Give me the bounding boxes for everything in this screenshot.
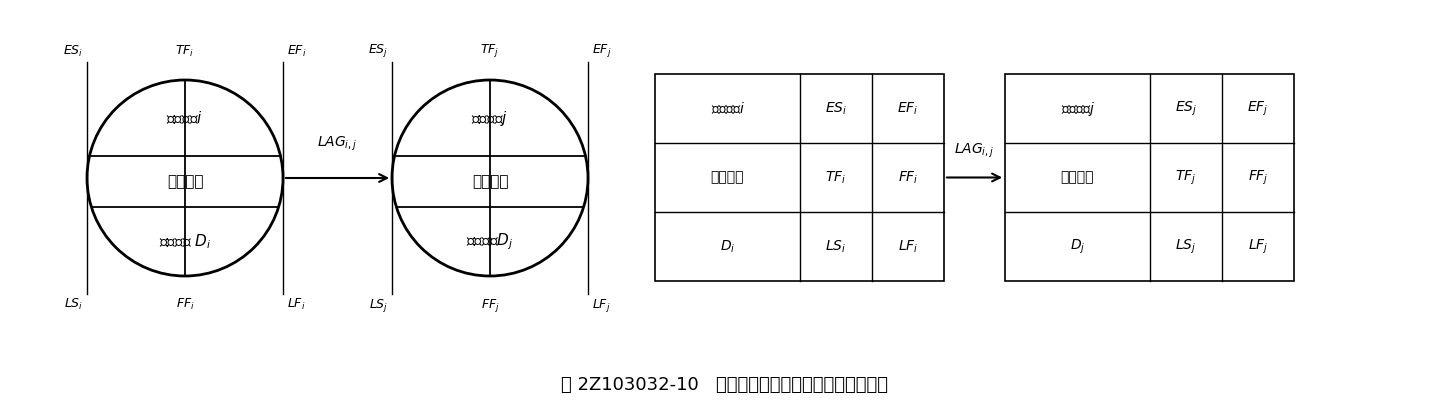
Text: 持续时间$D_j$: 持续时间$D_j$ — [467, 231, 514, 252]
Text: $FF_i$: $FF_i$ — [175, 297, 194, 312]
Text: 图 2Z103032-10   单代号网络计划时间参数的标注形式: 图 2Z103032-10 单代号网络计划时间参数的标注形式 — [561, 376, 888, 394]
Text: 工作名称: 工作名称 — [167, 174, 203, 190]
Text: $LAG_{i,j}$: $LAG_{i,j}$ — [955, 141, 994, 159]
Text: $LF_j$: $LF_j$ — [1248, 237, 1268, 256]
Text: 工作代号$i$: 工作代号$i$ — [710, 101, 745, 116]
Text: $LS_j$: $LS_j$ — [368, 297, 388, 314]
Text: $FF_i$: $FF_i$ — [898, 169, 919, 186]
Text: $EF_j$: $EF_j$ — [593, 42, 611, 59]
Text: $TF_i$: $TF_i$ — [826, 169, 846, 186]
Text: $EF_j$: $EF_j$ — [1248, 100, 1269, 118]
Text: $LS_i$: $LS_i$ — [826, 238, 846, 255]
Text: $FF_j$: $FF_j$ — [1248, 169, 1268, 187]
Text: $D_j$: $D_j$ — [1069, 237, 1085, 256]
Text: $ES_i$: $ES_i$ — [62, 44, 83, 59]
Bar — [1006, 74, 1294, 281]
Text: $EF_i$: $EF_i$ — [287, 44, 307, 59]
Text: $ES_i$: $ES_i$ — [824, 100, 848, 117]
Text: $LF_i$: $LF_i$ — [898, 238, 919, 255]
Text: 持续时间 $D_i$: 持续时间 $D_i$ — [159, 233, 212, 251]
Text: 工作代号$j$: 工作代号$j$ — [471, 109, 509, 128]
Text: $ES_j$: $ES_j$ — [1175, 100, 1197, 118]
Text: $LF_i$: $LF_i$ — [287, 297, 306, 312]
Text: $FF_j$: $FF_j$ — [481, 297, 500, 314]
Text: $D_i$: $D_i$ — [720, 238, 735, 255]
Text: $LAG_{i,j}$: $LAG_{i,j}$ — [317, 135, 358, 153]
Text: $TF_j$: $TF_j$ — [1175, 169, 1197, 187]
Text: 工作代号$j$: 工作代号$j$ — [1061, 100, 1094, 118]
Text: 工作名称: 工作名称 — [711, 171, 745, 185]
Text: 工作代号$i$: 工作代号$i$ — [167, 110, 203, 126]
Text: $TF_j$: $TF_j$ — [481, 42, 500, 59]
Bar — [655, 74, 943, 281]
Text: $EF_i$: $EF_i$ — [897, 100, 919, 117]
Text: 工作名称: 工作名称 — [472, 174, 509, 190]
Text: $LF_j$: $LF_j$ — [593, 297, 610, 314]
Text: 工作名称: 工作名称 — [1061, 171, 1094, 185]
Text: $LS_i$: $LS_i$ — [64, 297, 83, 312]
Text: $ES_j$: $ES_j$ — [368, 42, 388, 59]
Text: $TF_i$: $TF_i$ — [175, 44, 194, 59]
Text: $LS_j$: $LS_j$ — [1175, 237, 1197, 256]
